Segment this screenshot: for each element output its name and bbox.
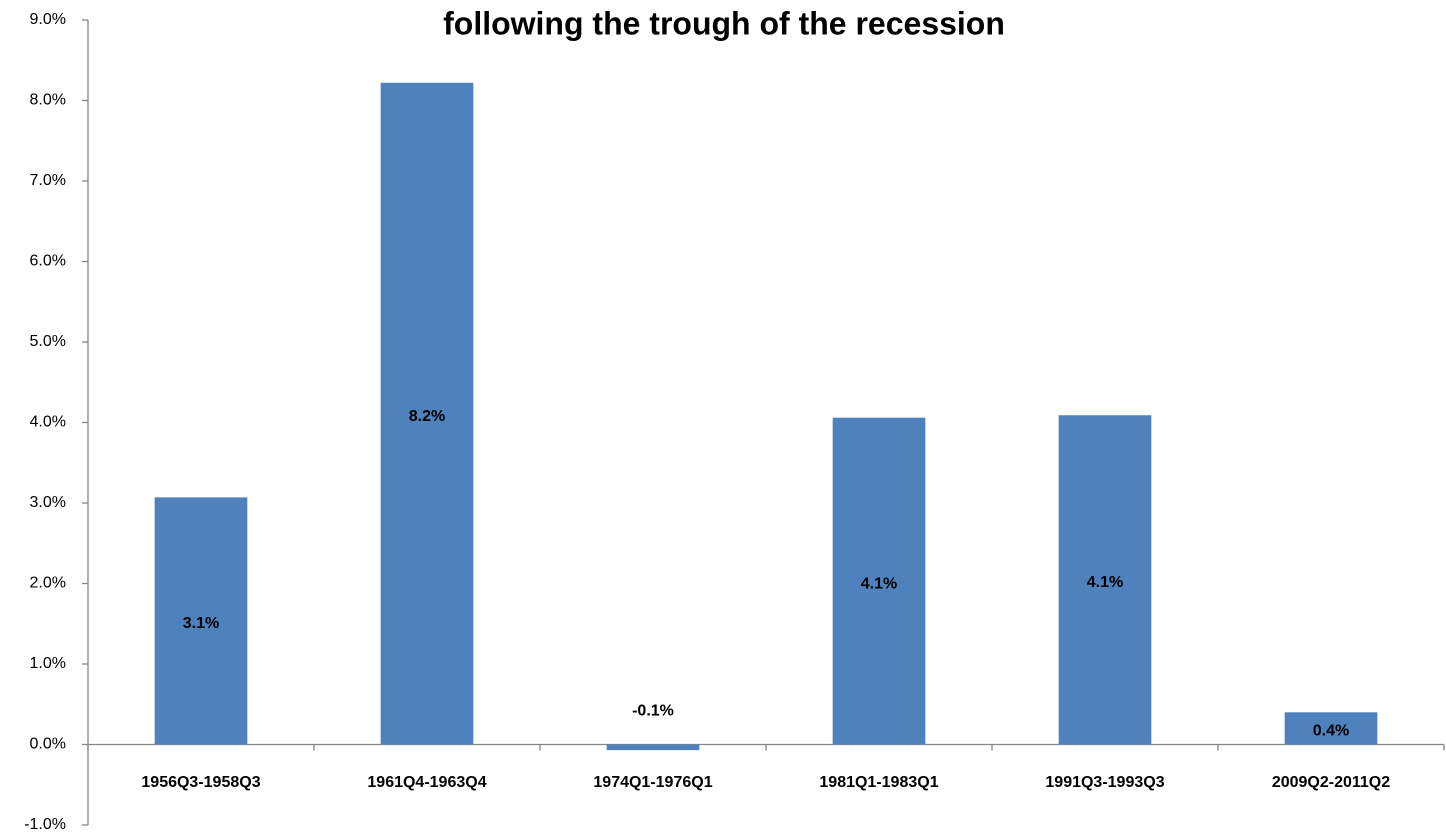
- value-label: 0.4%: [1313, 723, 1349, 740]
- y-tick-label: 4.0%: [30, 414, 66, 431]
- x-tick-label: 1981Q1-1983Q1: [819, 774, 938, 791]
- chart-title: following the trough of the recession: [443, 5, 1005, 41]
- x-tick-label: 1991Q3-1993Q3: [1045, 774, 1164, 791]
- value-label: 4.1%: [1087, 574, 1123, 591]
- x-tick-label: 1961Q4-1963Q4: [367, 774, 486, 791]
- bar: [832, 417, 926, 745]
- y-tick-label: 8.0%: [30, 92, 66, 109]
- value-label: 3.1%: [183, 615, 219, 632]
- value-label: 8.2%: [409, 408, 445, 425]
- y-tick-label: 1.0%: [30, 655, 66, 672]
- value-label: -0.1%: [632, 703, 674, 720]
- value-label: 4.1%: [861, 575, 897, 592]
- y-tick-label: 3.0%: [30, 494, 66, 511]
- x-tick-label: 1956Q3-1958Q3: [141, 774, 260, 791]
- x-tick-label: 1974Q1-1976Q1: [593, 774, 712, 791]
- y-tick-label: 2.0%: [30, 575, 66, 592]
- bar: [154, 497, 248, 745]
- y-tick-label: -1.0%: [24, 816, 66, 832]
- y-tick-label: 5.0%: [30, 333, 66, 350]
- bar: [380, 82, 474, 745]
- y-tick-label: 9.0%: [30, 11, 66, 28]
- bar: [1058, 415, 1152, 745]
- bar: [1284, 712, 1378, 745]
- y-tick-label: 0.0%: [30, 736, 66, 753]
- bar: [606, 744, 700, 751]
- y-tick-label: 7.0%: [30, 172, 66, 189]
- y-tick-label: 6.0%: [30, 253, 66, 270]
- x-tick-label: 2009Q2-2011Q2: [1272, 774, 1390, 791]
